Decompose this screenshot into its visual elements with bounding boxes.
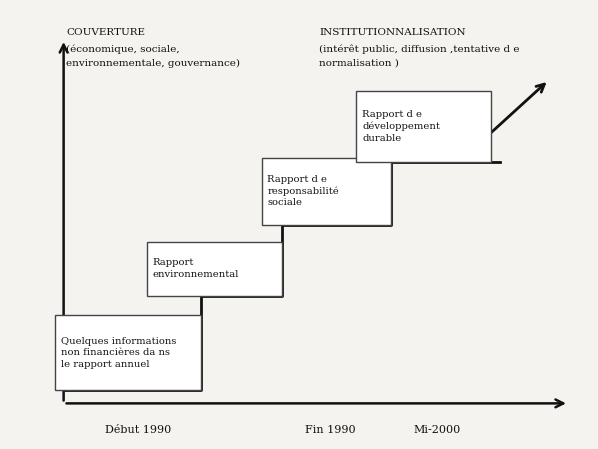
Text: Rapport d e
responsabilité
sociale: Rapport d e responsabilité sociale [267, 175, 339, 207]
Text: (intérêt public, diffusion ,tentative d e: (intérêt public, diffusion ,tentative d … [319, 44, 520, 54]
Text: Fin 1990: Fin 1990 [305, 425, 356, 435]
Text: Mi-2000: Mi-2000 [413, 425, 460, 435]
FancyBboxPatch shape [262, 158, 391, 224]
Text: INSTITUTIONNALISATION: INSTITUTIONNALISATION [319, 28, 466, 37]
Text: Rapport d e
développement
durable: Rapport d e développement durable [362, 110, 440, 143]
FancyBboxPatch shape [55, 315, 202, 391]
Text: Rapport
environnemental: Rapport environnemental [152, 259, 239, 279]
Text: normalisation ): normalisation ) [319, 58, 399, 67]
Text: Début 1990: Début 1990 [105, 425, 172, 435]
FancyBboxPatch shape [356, 91, 492, 162]
Text: environnementale, gouvernance): environnementale, gouvernance) [66, 58, 240, 68]
Text: (économique, sociale,: (économique, sociale, [66, 44, 180, 54]
FancyBboxPatch shape [147, 242, 282, 295]
Text: COUVERTURE: COUVERTURE [66, 28, 145, 37]
Text: Quelques informations
non financières da ns
le rapport annuel: Quelques informations non financières da… [61, 337, 176, 369]
